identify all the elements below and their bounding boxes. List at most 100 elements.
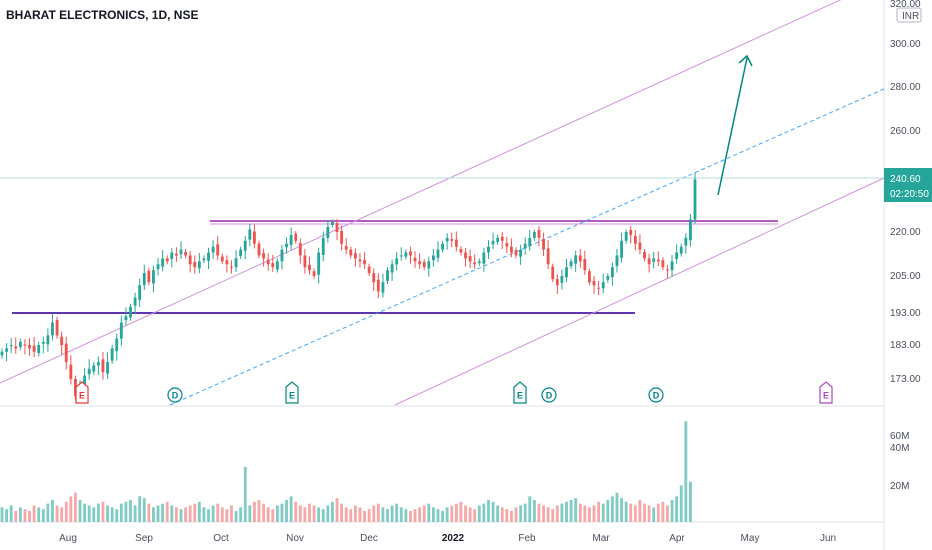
volume-bar xyxy=(468,507,472,522)
drawings[interactable] xyxy=(0,0,885,406)
volume-bar xyxy=(422,505,426,522)
drawings-overlay[interactable] xyxy=(717,54,753,196)
last-price-tag xyxy=(884,168,932,202)
price-tick-label: 193.00 xyxy=(890,308,921,319)
volume-bar xyxy=(28,511,31,522)
candle-body xyxy=(629,230,633,235)
candle-body xyxy=(574,255,578,264)
volume-bar xyxy=(555,505,559,522)
candle-body xyxy=(257,243,261,256)
price-tick-label: 173.00 xyxy=(890,374,921,385)
candle-body xyxy=(252,231,256,244)
candle-body xyxy=(583,258,587,271)
earnings-marker: E xyxy=(75,381,89,404)
time-axis[interactable]: Aug Sep Oct Nov Dec 2022 Feb Mar Apr May Jun xyxy=(59,533,836,544)
volume-bar xyxy=(285,500,288,522)
volume-bar xyxy=(344,507,348,522)
candle-body xyxy=(207,252,210,261)
time-axis-label: May xyxy=(741,533,760,544)
candle-body xyxy=(349,249,353,256)
dividend-marker-shape xyxy=(648,387,664,403)
volume-bar xyxy=(390,505,394,522)
volume-bar xyxy=(216,503,220,522)
candle-body xyxy=(197,261,201,269)
candle-body xyxy=(551,266,555,280)
candle-body xyxy=(454,239,458,247)
volume-bar xyxy=(46,503,50,522)
candle-body xyxy=(64,343,68,362)
earnings-marker: E xyxy=(513,381,527,404)
candle-body xyxy=(170,252,174,259)
volume-bar xyxy=(87,505,91,522)
candle-body xyxy=(335,223,339,232)
candle-body xyxy=(110,348,114,361)
price-axis[interactable]: 320.00300.00280.00260.00240.00220.00205.… xyxy=(884,0,932,492)
volume-bar xyxy=(275,505,279,522)
projection-arrow-head xyxy=(738,54,753,67)
candle-body xyxy=(321,237,325,255)
volume-bar xyxy=(252,501,256,522)
volume-bar xyxy=(321,509,325,522)
volume-bar xyxy=(211,505,215,522)
volume-bar xyxy=(294,501,298,522)
candle-body xyxy=(363,260,366,265)
volume-bar xyxy=(601,503,605,522)
candle-body xyxy=(285,243,288,248)
dividend-marker: D xyxy=(648,387,664,403)
volume-bar xyxy=(473,509,477,522)
candle-body xyxy=(464,252,467,259)
candle-body xyxy=(523,243,527,249)
time-axis-label: Apr xyxy=(669,533,685,544)
currency-badge xyxy=(896,7,922,23)
candle-body xyxy=(234,258,238,268)
volume-bar xyxy=(37,507,41,522)
volume-bar xyxy=(92,507,96,522)
candle-body xyxy=(615,255,619,267)
time-axis-label: Feb xyxy=(518,533,536,544)
candle-body xyxy=(528,237,532,247)
volume-bar xyxy=(225,509,229,522)
time-axis-label: Oct xyxy=(213,533,229,544)
candle-body xyxy=(18,341,22,348)
volume-bar xyxy=(574,498,578,522)
candle-body xyxy=(96,362,100,366)
volume-bar xyxy=(106,505,109,522)
volume-bar xyxy=(679,485,683,522)
volume-bar xyxy=(110,507,114,522)
candle-body xyxy=(565,267,568,278)
candle-body xyxy=(142,273,146,286)
candle-body xyxy=(386,270,389,281)
price-tick-label: 320.00 xyxy=(890,0,921,10)
volume-bar xyxy=(335,498,339,522)
candle-body xyxy=(271,263,275,268)
volume-bar xyxy=(583,505,587,522)
candle-body xyxy=(9,345,13,346)
volume-bar xyxy=(652,507,656,522)
candle-body xyxy=(597,287,601,289)
volume-bar xyxy=(386,509,389,522)
candle-body xyxy=(418,261,422,265)
candle-body xyxy=(670,261,674,271)
candle-body xyxy=(661,260,665,268)
candle-body xyxy=(491,240,495,245)
volume-bar xyxy=(326,505,330,522)
event-marker-label: D xyxy=(546,391,553,401)
candles xyxy=(0,172,697,403)
candle-body xyxy=(693,179,697,220)
volume-bar xyxy=(656,503,660,522)
volume-bar xyxy=(643,503,646,522)
volume-bar xyxy=(174,507,178,522)
dividend-marker: D xyxy=(541,387,557,403)
price-tick-label: 220.00 xyxy=(890,227,921,238)
candle-body xyxy=(358,259,362,262)
candle-body xyxy=(275,261,279,270)
volume-bar xyxy=(528,496,532,522)
volume-bar xyxy=(537,503,541,522)
candle-body xyxy=(601,282,605,289)
volume-bar xyxy=(620,498,623,522)
price-tick-label: 300.00 xyxy=(890,39,921,50)
volume-bar xyxy=(496,505,500,522)
volume-bar xyxy=(500,507,504,522)
